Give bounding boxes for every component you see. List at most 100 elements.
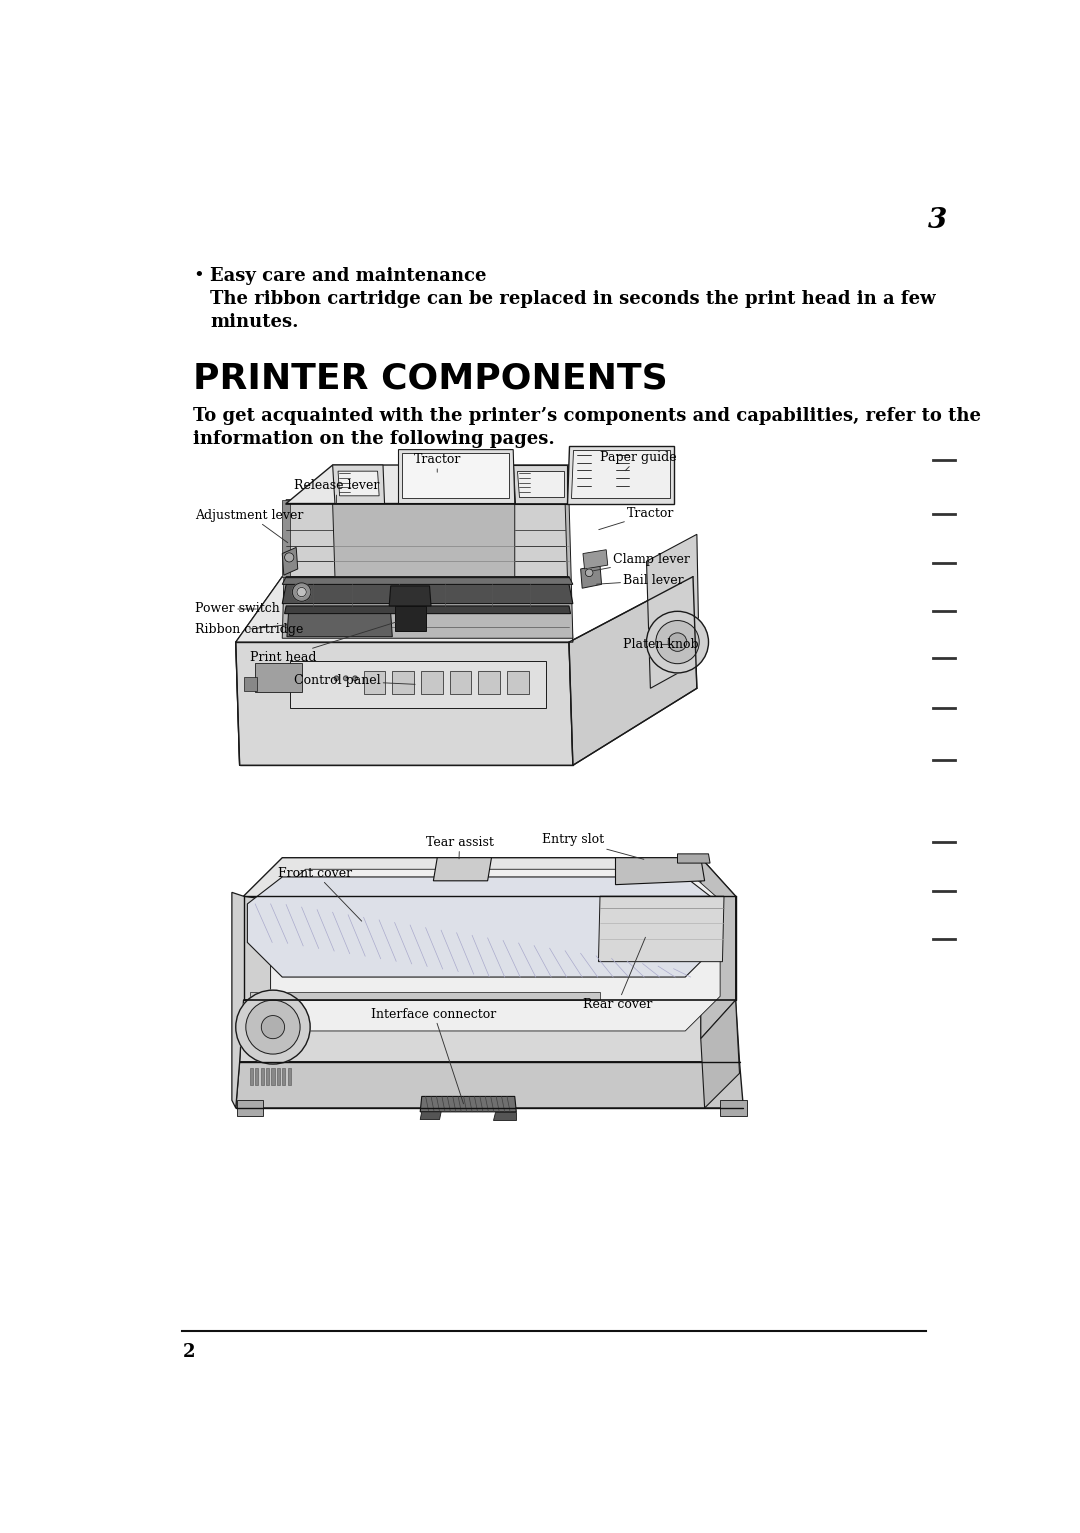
- Polygon shape: [517, 471, 564, 497]
- Polygon shape: [392, 671, 414, 694]
- Polygon shape: [598, 897, 724, 961]
- Text: Ribbon cartridge: Ribbon cartridge: [195, 622, 303, 636]
- Polygon shape: [287, 613, 392, 636]
- Polygon shape: [420, 1096, 516, 1111]
- Polygon shape: [235, 576, 286, 765]
- Polygon shape: [247, 877, 720, 977]
- Polygon shape: [420, 1111, 441, 1119]
- Polygon shape: [581, 566, 602, 589]
- Circle shape: [353, 676, 357, 681]
- Text: minutes.: minutes.: [211, 313, 299, 331]
- Circle shape: [656, 621, 699, 664]
- Polygon shape: [286, 464, 569, 503]
- Text: The ribbon cartridge can be replaced in seconds the print head in a few: The ribbon cartridge can be replaced in …: [211, 290, 935, 308]
- Polygon shape: [403, 454, 510, 498]
- Text: Platen knob: Platen knob: [623, 638, 699, 652]
- Polygon shape: [282, 1069, 285, 1085]
- Polygon shape: [282, 500, 572, 638]
- Polygon shape: [507, 671, 529, 694]
- Polygon shape: [399, 449, 515, 503]
- Polygon shape: [720, 1101, 747, 1116]
- Polygon shape: [515, 503, 567, 576]
- Polygon shape: [478, 671, 500, 694]
- Circle shape: [585, 569, 593, 576]
- Text: Front cover: Front cover: [279, 866, 362, 921]
- Polygon shape: [249, 992, 600, 1000]
- Polygon shape: [255, 1069, 258, 1085]
- Polygon shape: [232, 892, 271, 1108]
- Text: Rear cover: Rear cover: [583, 937, 652, 1010]
- Text: Control panel: Control panel: [294, 675, 415, 687]
- Polygon shape: [282, 500, 291, 576]
- Circle shape: [246, 1000, 300, 1055]
- Text: Tear assist: Tear assist: [426, 835, 494, 858]
- Polygon shape: [567, 446, 674, 503]
- Polygon shape: [266, 1069, 269, 1085]
- Polygon shape: [338, 471, 379, 495]
- Polygon shape: [282, 576, 572, 584]
- Polygon shape: [701, 1000, 740, 1108]
- Polygon shape: [235, 576, 572, 642]
- Polygon shape: [249, 1069, 253, 1085]
- Polygon shape: [291, 661, 545, 708]
- Polygon shape: [235, 642, 572, 765]
- Text: Clamp lever: Clamp lever: [593, 553, 690, 570]
- Polygon shape: [235, 1062, 743, 1108]
- Polygon shape: [282, 547, 298, 575]
- Polygon shape: [260, 1069, 264, 1085]
- Polygon shape: [677, 854, 710, 863]
- Text: Paper guide: Paper guide: [600, 451, 677, 471]
- Text: Print head: Print head: [249, 622, 396, 664]
- Polygon shape: [494, 1111, 516, 1119]
- Circle shape: [284, 553, 294, 563]
- Polygon shape: [616, 857, 704, 885]
- Polygon shape: [570, 449, 670, 498]
- Polygon shape: [394, 606, 426, 630]
- Text: Release lever: Release lever: [294, 480, 379, 503]
- Polygon shape: [389, 586, 431, 606]
- Text: •: •: [193, 267, 204, 285]
- Polygon shape: [243, 676, 257, 691]
- Polygon shape: [433, 857, 491, 881]
- Text: 2: 2: [183, 1343, 195, 1361]
- Polygon shape: [284, 606, 570, 613]
- Polygon shape: [513, 464, 567, 503]
- Polygon shape: [333, 464, 384, 503]
- Text: 3: 3: [928, 207, 947, 235]
- Polygon shape: [243, 857, 735, 1039]
- Text: To get acquainted with the printer’s components and capabilities, refer to the: To get acquainted with the printer’s com…: [193, 408, 981, 425]
- Circle shape: [669, 633, 687, 652]
- Text: Bail lever: Bail lever: [596, 573, 684, 587]
- Polygon shape: [421, 671, 443, 694]
- Text: Entry slot: Entry slot: [542, 834, 644, 860]
- Text: Power switch: Power switch: [195, 602, 280, 616]
- Polygon shape: [287, 1069, 291, 1085]
- Polygon shape: [271, 1069, 274, 1085]
- Text: Easy care and maintenance: Easy care and maintenance: [211, 267, 487, 285]
- Polygon shape: [569, 576, 697, 765]
- Polygon shape: [449, 671, 471, 694]
- Text: information on the following pages.: information on the following pages.: [193, 431, 555, 448]
- Circle shape: [334, 676, 339, 681]
- Polygon shape: [701, 857, 735, 1039]
- Text: Adjustment lever: Adjustment lever: [195, 509, 303, 543]
- Polygon shape: [364, 671, 386, 694]
- Circle shape: [235, 990, 310, 1064]
- Polygon shape: [240, 1000, 740, 1062]
- Circle shape: [343, 676, 348, 681]
- Polygon shape: [647, 535, 699, 688]
- Text: Interface connector: Interface connector: [372, 1007, 497, 1104]
- Polygon shape: [286, 503, 335, 576]
- Polygon shape: [276, 1069, 280, 1085]
- Text: Tractor: Tractor: [598, 507, 675, 529]
- Polygon shape: [271, 869, 720, 1032]
- Polygon shape: [583, 550, 608, 569]
- Polygon shape: [282, 584, 572, 604]
- Circle shape: [261, 1015, 284, 1039]
- Circle shape: [293, 583, 311, 601]
- Circle shape: [297, 587, 307, 596]
- Circle shape: [647, 612, 708, 673]
- Text: PRINTER COMPONENTS: PRINTER COMPONENTS: [193, 362, 667, 396]
- Text: Tractor: Tractor: [414, 454, 461, 472]
- Polygon shape: [238, 1101, 262, 1116]
